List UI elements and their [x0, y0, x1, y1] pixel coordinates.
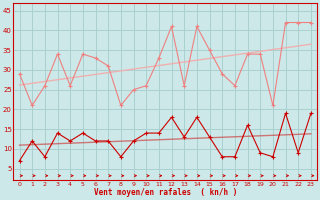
X-axis label: Vent moyen/en rafales  ( kn/h ): Vent moyen/en rafales ( kn/h ) — [93, 188, 237, 197]
